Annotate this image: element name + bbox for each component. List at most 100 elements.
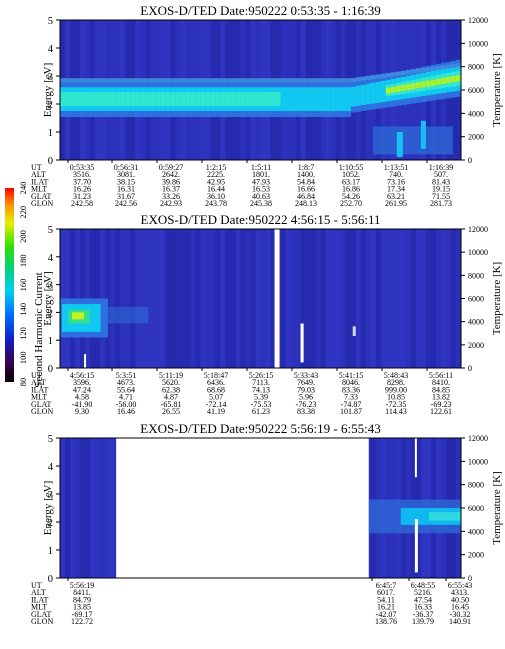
y-tick-label: 1 [48,336,53,347]
ephemeris-value: 139.79 [412,617,434,626]
band-peak [160,92,166,106]
ephemeris-value: 10.85 [387,393,405,402]
y2-tick-label: 6000 [468,504,484,513]
heatmap-column [70,438,76,578]
ephemeris-value: 2225. [207,170,225,179]
heatmap-column [110,229,116,368]
band-core [300,87,307,111]
band-core [355,85,362,106]
band-ridge [295,78,301,83]
y-tick-label: 0 [48,574,53,585]
y-tick-label: 0 [48,156,53,167]
band-max [445,77,452,84]
ephemeris-row-label: ALT [31,170,46,179]
ephemeris-row-label: ILAT [31,385,48,394]
heatmap-column [110,438,116,578]
band-peak [150,92,156,106]
ephemeris-value: -76.23 [296,400,317,409]
ephemeris-value: 47.93 [252,177,270,186]
spectrogram-panel-2: EXOS-D/TED Date:950222 4:56:15 - 5:56:11… [31,212,503,416]
ephemeris-value: 6436. [207,378,225,387]
heatmap-column [320,229,326,368]
ephemeris-value: 31.67 [117,192,135,201]
heatmap-column [450,229,457,368]
ephemeris-value: -72.14 [206,400,227,409]
band-ridge [390,72,397,77]
band-peak [155,92,161,106]
ephemeris-value: 71.55 [432,192,450,201]
ephemeris-value: 16.37 [162,185,180,194]
band-core [380,80,387,102]
ephemeris-value: 5:48:43 [384,371,408,380]
ephemeris-value: -74.87 [341,400,362,409]
heatmap-column [445,229,452,368]
band-peak [130,92,136,106]
ephemeris-value: 4313. [451,588,469,597]
band-peak [110,92,116,106]
heatmap-column [115,229,121,368]
ephemeris-value: 252.70 [340,199,362,208]
band-core [350,86,357,107]
ephemeris-value: 36.10 [207,192,225,201]
colorbar-tick-label: 180 [18,254,28,267]
band-peak [115,92,121,106]
band-ridge [110,78,116,83]
y-tick-label: 3 [48,281,53,292]
heatmap-column [235,229,241,368]
band-ridge [335,78,342,83]
band-peak [260,92,266,106]
band-peak [105,92,111,106]
band-ridge [160,78,166,83]
heatmap-column [420,229,427,368]
band-peak [80,92,86,106]
band-peak [225,92,231,106]
ephemeris-value: 6:45:7 [376,581,396,590]
band-peak [270,92,276,106]
band-ridge [340,78,347,83]
ephemeris-value: 47.54 [414,595,432,604]
ephemeris-value: 242.93 [160,199,182,208]
y2-tick-label: 8000 [468,481,484,490]
heatmap-column [215,229,221,368]
ephemeris-value: 84.79 [73,595,91,604]
band-max [390,86,397,93]
heatmap-column [130,229,136,368]
band-ridge [145,78,151,83]
ephemeris-value: 101.87 [340,407,362,416]
heatmap-column [230,229,236,368]
band-core [295,87,301,111]
ephemeris-value: 1:5:11 [251,163,271,172]
ephemeris-value: 5:26:15 [249,371,273,380]
heatmap-column [345,229,352,368]
band-ridge [200,78,206,83]
band-max [385,87,392,94]
heatmap-column [315,229,321,368]
band-peak [60,92,66,106]
band-core [285,87,291,111]
ephemeris-value: 62.38 [162,385,180,394]
panel-title: EXOS-D/TED Date:950222 0:53:35 - 1:16:39 [140,3,380,18]
band-ridge [185,78,191,83]
ephemeris-value: 1400. [297,170,315,179]
ephemeris-value: 8410. [432,378,450,387]
ephemeris-value: 4673. [117,378,135,387]
low-energy-feature [396,132,403,158]
band-peak [95,92,101,106]
band-ridge [395,71,402,76]
band-ridge [450,63,457,68]
band-ridge [100,78,106,83]
y2-tick-label: 10000 [468,248,488,257]
heatmap-column [370,229,377,368]
ephemeris-row-label: GLAT [31,400,52,409]
band-peak [195,92,201,106]
band-ridge [445,64,452,69]
ephemeris-value: 4.71 [119,393,133,402]
band-ridge [115,78,121,83]
ephemeris-value: 63.17 [342,177,360,186]
band-ridge [140,78,146,83]
band-ridge [410,69,417,74]
band-ridge [125,78,131,83]
band-peak [85,92,91,106]
band-max [400,84,407,91]
